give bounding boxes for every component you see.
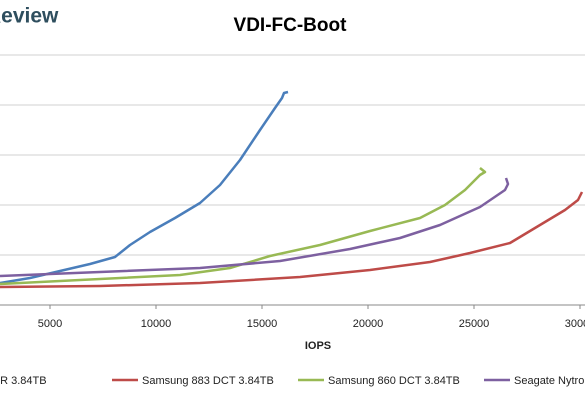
- legend-label: Kingston DC500R 3.84TB: [0, 375, 47, 387]
- watermark: Review: [0, 5, 59, 28]
- series-line: [0, 191, 584, 289]
- series-line: [0, 177, 510, 278]
- x-tick-label: 10000: [141, 318, 172, 330]
- legend-label: Samsung 883 DCT 3.84TB: [142, 375, 274, 387]
- x-tick-label: 25000: [459, 318, 490, 330]
- legend-label: Seagate Nytro 1351 3.84TB: [514, 375, 585, 387]
- series-line: [0, 90, 289, 285]
- x-tick-label: 30000: [565, 318, 585, 330]
- x-tick-label: 20000: [353, 318, 384, 330]
- legend-label: Samsung 860 DCT 3.84TB: [328, 375, 460, 387]
- chart-title: VDI-FC-Boot: [234, 15, 348, 36]
- x-axis-label: IOPS: [305, 340, 331, 352]
- x-tick-label: 15000: [247, 318, 278, 330]
- series-line: [0, 167, 487, 286]
- x-tick-label: 5000: [38, 318, 62, 330]
